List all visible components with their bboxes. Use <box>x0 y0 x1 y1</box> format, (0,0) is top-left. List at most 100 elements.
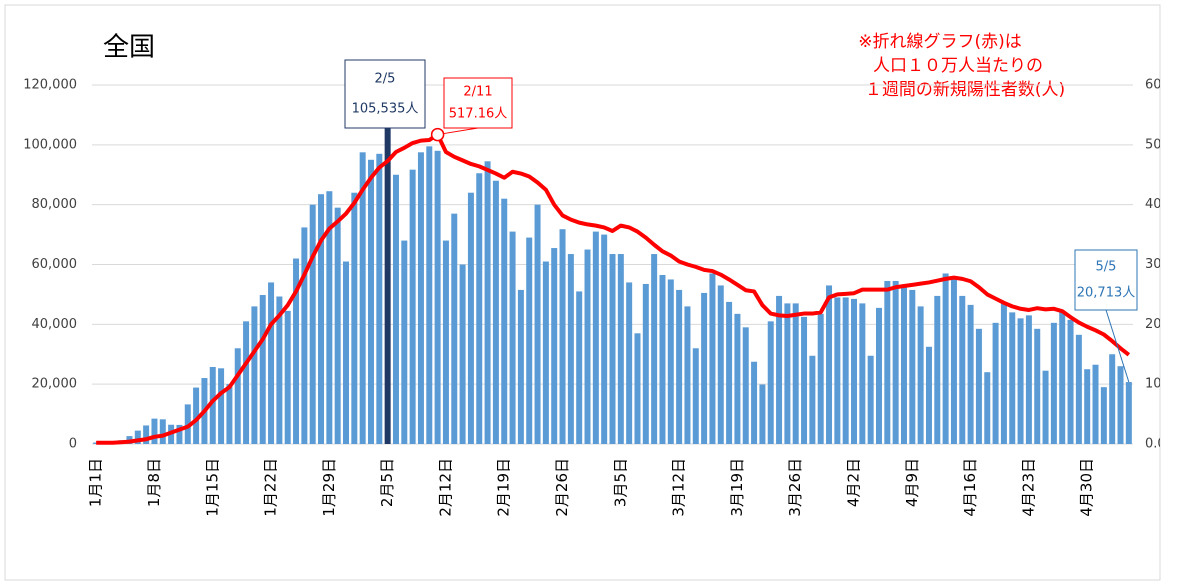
bar <box>1059 310 1066 444</box>
bar <box>942 273 949 444</box>
bar <box>925 346 932 444</box>
bar <box>875 307 882 444</box>
bar <box>834 297 841 444</box>
y-tick-label: 40,000 <box>32 317 78 332</box>
x-tick-label: 4月16日 <box>961 458 979 517</box>
y-tick-label: 60,000 <box>32 257 78 272</box>
x-tick-label: 2月26日 <box>553 458 571 517</box>
bar <box>884 280 891 444</box>
y2-tick-label: 200.00 <box>1145 317 1191 332</box>
bar <box>542 261 549 444</box>
bar <box>467 192 474 444</box>
plot: 0 20,000 40,000 60,000 80,000 100,000 120,000 0… <box>23 59 1191 517</box>
bar <box>134 430 141 444</box>
bar <box>284 310 291 444</box>
x-tick-label: 1月1日 <box>87 458 105 507</box>
bar <box>209 366 216 444</box>
bar <box>451 213 458 444</box>
bar <box>268 282 275 444</box>
bar <box>159 419 166 444</box>
x-tick-label: 2月19日 <box>495 458 513 517</box>
bar <box>1025 315 1032 444</box>
bar <box>343 261 350 444</box>
callout-leader <box>1105 309 1130 383</box>
bar <box>826 285 833 444</box>
callout-date: 2/5 <box>375 72 396 87</box>
x-tick-label: 4月23日 <box>1019 458 1037 517</box>
bar <box>401 240 408 444</box>
bar <box>709 273 716 444</box>
x-tick-label: 4月30日 <box>1078 458 1096 517</box>
bar <box>817 313 824 444</box>
x-tick-label: 4月9日 <box>903 458 921 507</box>
bar <box>1117 366 1124 444</box>
bar <box>326 191 333 444</box>
bar <box>667 279 674 444</box>
bar <box>742 327 749 444</box>
bar <box>626 282 633 444</box>
x-tick-label: 1月29日 <box>320 458 338 517</box>
bar <box>767 321 774 444</box>
bar <box>1050 322 1057 444</box>
bar <box>684 306 691 444</box>
bar <box>751 361 758 444</box>
bar <box>526 237 533 444</box>
bar <box>601 234 608 444</box>
bar <box>934 295 941 444</box>
bar <box>259 295 266 444</box>
y-tick-label: 80,000 <box>32 197 78 212</box>
bar <box>318 194 325 444</box>
x-tick-label: 1月8日 <box>145 458 163 507</box>
bar <box>193 387 200 444</box>
y2-tick-label: 500.00 <box>1145 137 1191 152</box>
bar <box>992 322 999 444</box>
bar <box>426 146 433 444</box>
bar <box>784 303 791 444</box>
bar <box>609 254 616 444</box>
bar <box>1125 382 1132 444</box>
note: １週間の新規陽性者数(人) <box>865 80 1065 100</box>
bar <box>851 298 858 444</box>
bar <box>351 192 358 444</box>
bar <box>384 128 391 444</box>
x-tick-label: 3月12日 <box>670 458 688 517</box>
callout-date: 2/11 <box>463 85 492 100</box>
bar <box>867 355 874 444</box>
callout-value: 105,535人 <box>352 101 419 116</box>
bar <box>984 372 991 444</box>
bar <box>309 204 316 444</box>
bar <box>151 418 158 444</box>
bar <box>409 169 416 444</box>
bar <box>726 301 733 444</box>
bar <box>143 425 150 444</box>
bar <box>1109 354 1116 444</box>
callout-box <box>1074 249 1138 311</box>
x-tick-label: 3月5日 <box>611 458 629 507</box>
bar <box>251 306 258 444</box>
chart-title: 全国 <box>103 33 155 63</box>
bar <box>1034 328 1041 444</box>
x-tick-label: 2月12日 <box>436 458 454 517</box>
bar <box>567 254 574 444</box>
bar <box>967 304 974 444</box>
bar <box>592 231 599 444</box>
y2-tick-label: 400.00 <box>1145 197 1191 212</box>
bar <box>559 229 566 444</box>
bar <box>900 286 907 444</box>
bar <box>1075 334 1082 444</box>
bar <box>859 303 866 444</box>
bar <box>459 264 466 444</box>
bar <box>301 227 308 444</box>
bar <box>442 240 449 444</box>
callout-value: 517.16人 <box>449 107 508 122</box>
x-tick-label: 3月19日 <box>728 458 746 517</box>
bar <box>651 254 658 444</box>
bar <box>501 198 508 444</box>
bar <box>1017 318 1024 444</box>
bar <box>634 333 641 444</box>
callout-date: 5/5 <box>1096 259 1117 274</box>
bar <box>334 207 341 444</box>
bar <box>576 291 583 444</box>
bar <box>243 321 250 444</box>
